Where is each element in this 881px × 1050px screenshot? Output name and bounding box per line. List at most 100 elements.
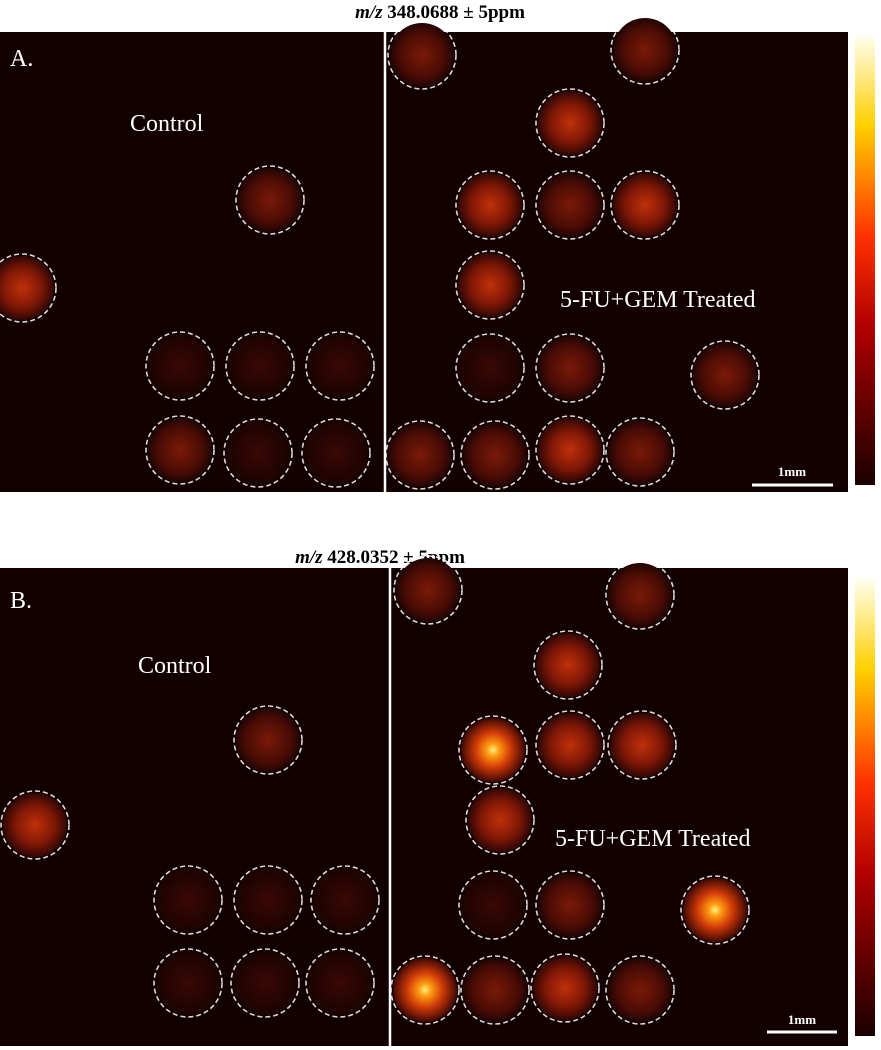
spot [538,418,602,482]
spot [148,418,212,482]
spot-outline [0,790,70,860]
spot-outline [393,555,463,625]
colorbar [855,578,875,1036]
spot-outline [465,785,535,855]
spot [388,423,452,487]
spot-outline [145,415,215,485]
spot-outline [145,331,215,401]
spot [313,868,377,932]
spot [608,958,672,1022]
panel-label: B. [10,588,32,614]
treated-label: 5-FU+GEM Treated [560,287,756,313]
spot-outline [235,165,305,235]
spot [458,336,522,400]
spot-outline [535,870,605,940]
spot [536,633,600,697]
spot-outline [455,250,525,320]
spot-outline [153,865,223,935]
spot-outline [535,333,605,403]
spot [458,253,522,317]
spot-outline [460,420,530,490]
spot [461,718,525,782]
spot [461,873,525,937]
panel-title: m/z 348.0688 ± 5ppm [355,2,525,23]
scale-label: 1mm [788,1012,816,1027]
treated-label: 5-FU+GEM Treated [555,826,751,852]
title-italic: m/z [295,547,323,568]
spot [683,878,747,942]
spot-outline [455,170,525,240]
spot [610,713,674,777]
spot [538,336,602,400]
spot-outline [310,865,380,935]
spot-outline [535,415,605,485]
spot [538,173,602,237]
title-italic: m/z [355,2,383,23]
spots [0,15,760,490]
spot-outline [458,870,528,940]
spot-outline [690,340,760,410]
spot-outline [455,333,525,403]
spot [148,334,212,398]
spot-outline [233,865,303,935]
spot [236,708,300,772]
spot [226,421,290,485]
spot [468,788,532,852]
spot [463,423,527,487]
spot-outline [305,331,375,401]
spot-outline [680,875,750,945]
spot [608,563,672,627]
spot [308,951,372,1015]
scale-label: 1mm [778,464,806,479]
spot [538,873,602,937]
spot-outline [535,88,605,158]
spot-outline [458,715,528,785]
spot [538,91,602,155]
spot [458,173,522,237]
spot [0,256,54,320]
spot-outline [530,953,600,1023]
control-label: Control [138,653,212,679]
spot-outline [605,560,675,630]
spot-outline [225,331,295,401]
colorbar [855,35,875,485]
spot-outline [305,948,375,1018]
control-label: Control [130,111,204,137]
spot [156,868,220,932]
spot [608,420,672,484]
spot [538,713,602,777]
panel-label: A. [10,46,33,72]
image-area [0,32,848,492]
spot-outline [387,20,457,90]
spot [533,956,597,1020]
spot-outline [535,710,605,780]
spot [390,23,454,87]
spot-outline [0,253,57,323]
spots [0,555,750,1025]
spot [238,168,302,232]
spot-outline [535,170,605,240]
spot-outline [223,418,293,488]
spot-outline [533,630,603,700]
spot [393,958,457,1022]
spot-outline [460,955,530,1025]
spot-outline [610,15,680,85]
spot-outline [610,170,680,240]
spot [236,868,300,932]
spot [693,343,757,407]
spot [233,951,297,1015]
spot-outline [605,417,675,487]
spot-outline [153,948,223,1018]
spot [463,958,527,1022]
spot-outline [605,955,675,1025]
spot [613,18,677,82]
spot-outline [233,705,303,775]
spot [308,334,372,398]
spot [3,793,67,857]
spot [304,421,368,485]
spot-outline [607,710,677,780]
spot-outline [230,948,300,1018]
title-rest: 348.0688 ± 5ppm [387,2,525,23]
spot [396,558,460,622]
